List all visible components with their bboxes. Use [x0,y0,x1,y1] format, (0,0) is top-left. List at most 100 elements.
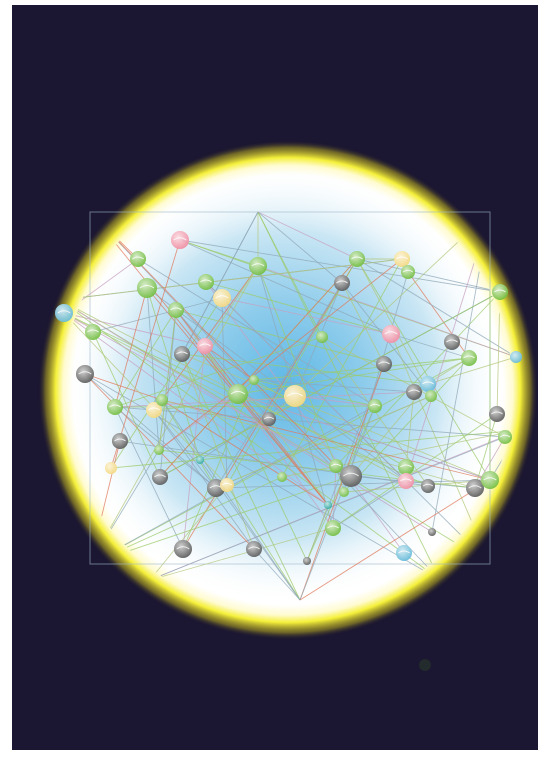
node-stripe [132,256,144,260]
edge [181,211,259,355]
edge [110,239,181,469]
node-shine [425,390,437,402]
node-shine [105,462,117,474]
edge [179,239,392,335]
edge [306,504,329,562]
edge [253,548,301,601]
node-stripe [336,280,348,284]
edge [181,353,301,601]
edge [158,309,177,451]
edge [306,363,385,562]
node-stripe [351,256,363,260]
edge [181,353,429,385]
edge [161,399,301,601]
node-stripe [499,434,511,438]
node-shine [220,478,234,492]
node-stripe [251,263,265,267]
edge [205,281,392,335]
node-shine [349,251,365,267]
node-stripe [400,478,412,482]
node-shine [174,540,192,558]
node-stripe [199,343,211,347]
edge [299,405,376,601]
nodes [55,231,522,565]
edge [63,258,403,301]
node-shine [339,487,349,497]
node-shine [466,479,484,497]
node-shine [461,350,477,366]
node-stripe [173,237,187,241]
node-shine [112,433,128,449]
node-stripe [230,391,246,395]
edge [427,356,513,385]
edge [182,345,206,550]
node-shine [174,346,190,362]
node-shine [368,399,382,413]
edge [149,484,228,581]
node-stripe [87,329,99,333]
node-stripe [154,474,166,478]
node-stripe [422,483,434,487]
edge [89,211,441,581]
speck [419,659,431,671]
edge [253,379,415,393]
node-stripe [400,464,412,468]
node-shine [171,231,189,249]
edge [299,479,491,601]
node-shine [481,471,499,489]
node-shine [324,501,332,509]
edge [343,479,491,493]
node-shine [421,479,435,493]
edge [356,258,501,293]
node-shine [213,289,231,307]
edge [257,265,513,358]
edge [356,258,491,481]
node-stripe [408,389,420,393]
node-stripe [170,307,182,311]
edge [114,287,148,408]
node-shine [277,472,287,482]
node-stripe [378,361,390,365]
node-stripe [446,339,458,343]
edge [110,297,223,469]
edge [153,409,255,550]
node-shine [492,284,508,300]
node-shine [489,406,505,422]
edge [153,395,296,411]
node-shine [246,541,262,557]
node-stripe [398,550,410,554]
node-shine [401,265,415,279]
node-shine [137,278,157,298]
node-shine [146,402,162,418]
node-shine [444,334,460,350]
node-shine [152,469,168,485]
edge [84,373,217,489]
node-stripe [200,279,212,283]
edge [405,391,415,468]
node-stripe [176,351,188,355]
edge [114,406,506,438]
node-shine [154,445,164,455]
node-shine [334,275,350,291]
edge [89,211,329,506]
edge [63,312,352,477]
node-shine [76,365,94,383]
edge [161,399,217,489]
node-shine [262,412,276,426]
edge [332,465,337,529]
edge [182,379,255,550]
edge [253,379,407,468]
node-shine [316,331,328,343]
edge [257,211,441,581]
node-shine [329,459,343,473]
edge [119,440,429,487]
node-shine [325,520,341,536]
edge [257,211,358,260]
edge [268,211,491,420]
edge [114,309,177,408]
edge [226,484,301,601]
edge [89,211,337,467]
edge [181,353,491,481]
